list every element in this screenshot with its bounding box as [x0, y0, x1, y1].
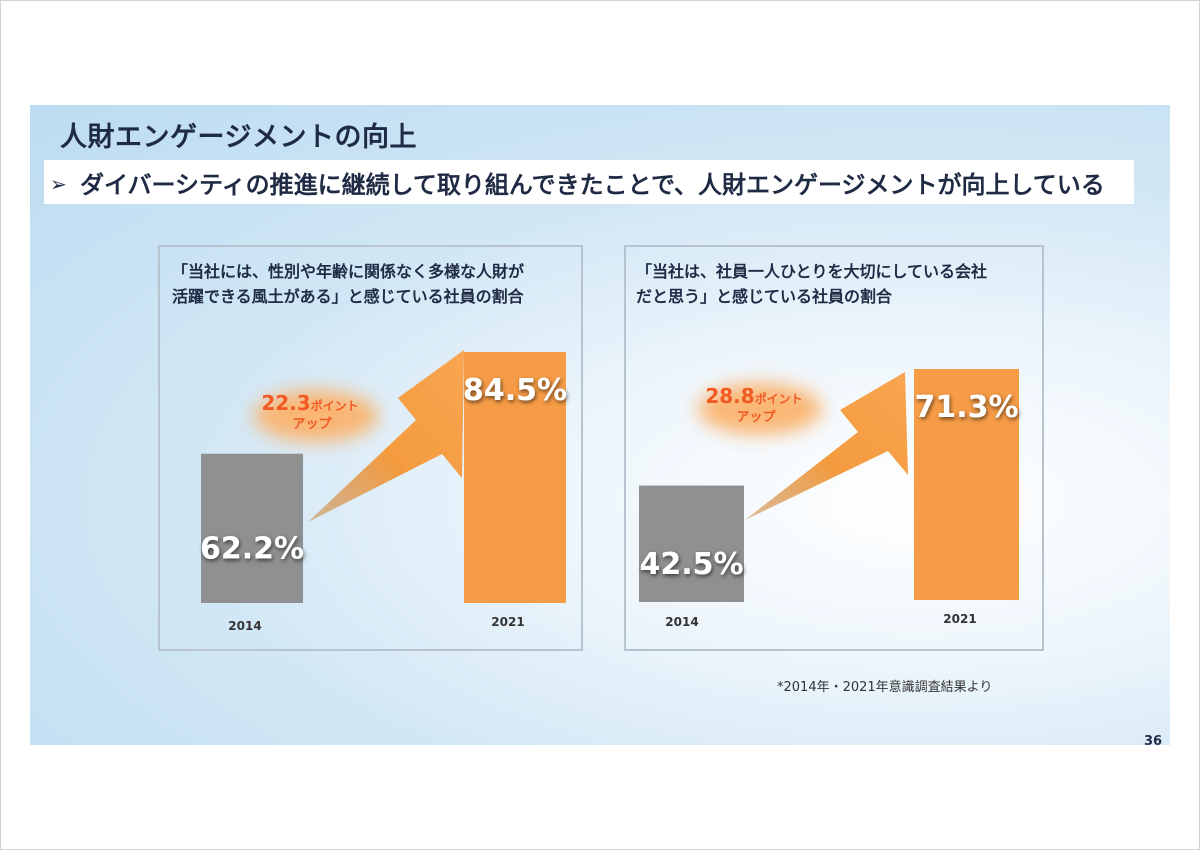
- growth-arrow: [745, 372, 908, 520]
- chart-caption-line: 「当社は、社員一人ひとりを大切にしている会社: [636, 262, 988, 281]
- x-tick-label: 2021: [943, 612, 976, 626]
- increase-callout: 28.8ポイント: [705, 384, 802, 408]
- x-tick-label: 2014: [228, 619, 261, 633]
- data-label: 71.3%: [914, 390, 1018, 425]
- page-number: 36: [1144, 734, 1163, 749]
- bar-2021: [914, 368, 1019, 600]
- bar-2014: [639, 485, 744, 602]
- increase-callout-sub: アップ: [736, 410, 776, 425]
- bullet-arrow-icon: ➢: [50, 172, 67, 196]
- bar-2014: [201, 453, 303, 603]
- data-label: 42.5%: [639, 547, 743, 582]
- callout-glow: [698, 383, 822, 435]
- increase-callout-sub: アップ: [292, 417, 332, 432]
- chart-panel-diversity: 「当社には、性別や年齢に関係なく多様な人財が 活躍できる風土がある」と感じている…: [158, 245, 583, 651]
- chart-panel-individual: 「当社は、社員一人ひとりを大切にしている会社 だと思う」と感じている社員の割合: [624, 245, 1044, 651]
- page-subtitle: ダイバーシティの推進に継続して取り組んできたことで、人財エンゲージメントが向上し…: [80, 171, 1105, 199]
- growth-arrow: [308, 350, 464, 522]
- increase-callout: 22.3ポイント: [261, 391, 358, 415]
- footnote: *2014年・2021年意識調査結果より: [777, 680, 993, 695]
- x-tick-label: 2014: [665, 615, 698, 629]
- chart-caption-line: 「当社には、性別や年齢に関係なく多様な人財が: [172, 262, 525, 281]
- chart-caption-line: だと思う」と感じている社員の割合: [636, 287, 893, 306]
- subtitle-band: [44, 160, 1134, 204]
- callout-glow: [254, 390, 378, 442]
- page-title: 人財エンゲージメントの向上: [60, 122, 417, 153]
- chart-caption-line: 活躍できる風土がある」と感じている社員の割合: [172, 287, 524, 306]
- chart-caption: 「当社は、社員一人ひとりを大切にしている会社 だと思う」と感じている社員の割合: [636, 259, 987, 309]
- data-label: 62.2%: [200, 531, 304, 566]
- data-label: 84.5%: [463, 373, 567, 408]
- bar-2021: [464, 352, 566, 603]
- x-tick-label: 2021: [491, 615, 524, 629]
- chart-caption: 「当社には、性別や年齢に関係なく多様な人財が 活躍できる風土がある」と感じている…: [172, 259, 524, 309]
